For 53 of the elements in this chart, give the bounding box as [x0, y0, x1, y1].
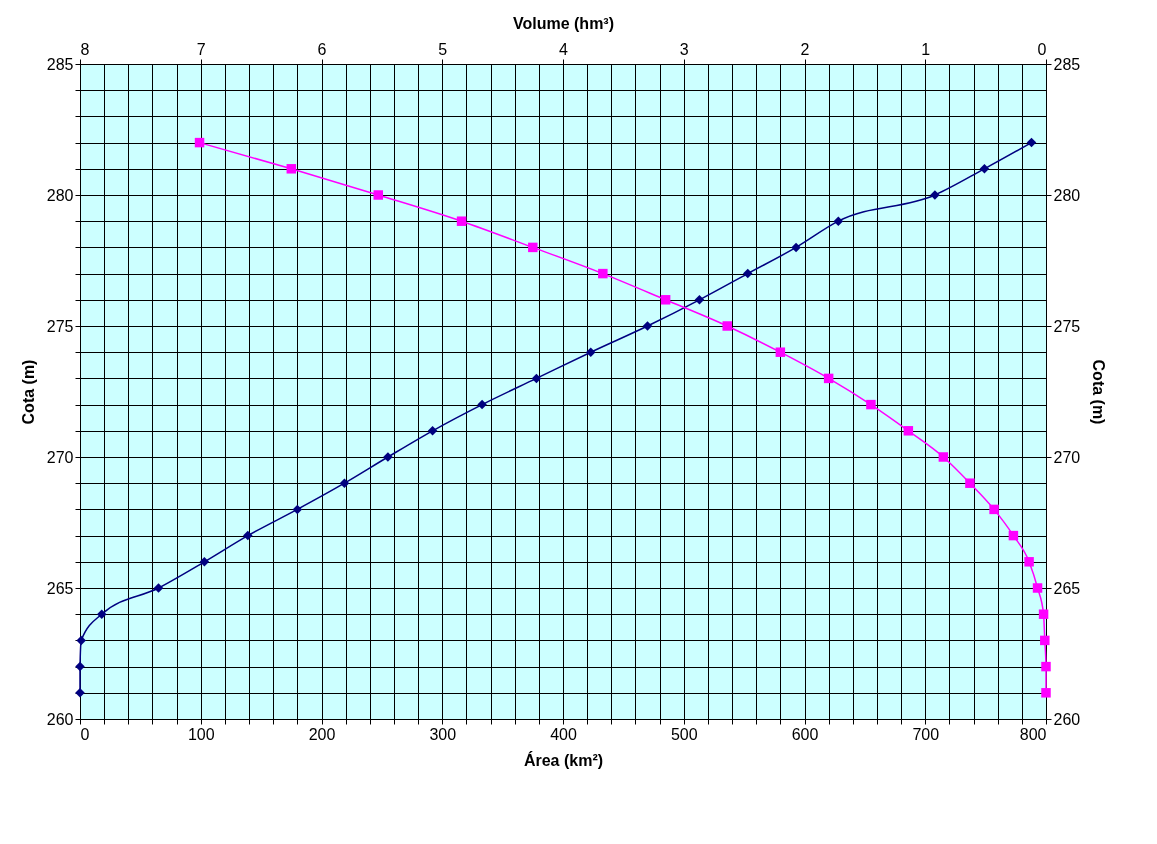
y2-tick-label: 270: [1053, 448, 1081, 466]
point: [96, 609, 107, 619]
point: [642, 321, 653, 331]
x-tick-label: 800: [1019, 725, 1047, 743]
x2-tick-label: 3: [679, 40, 689, 58]
point: [477, 399, 487, 410]
y-tick-label: 270: [46, 448, 74, 466]
point: [743, 268, 753, 279]
point: [1026, 137, 1037, 148]
point: [694, 295, 705, 305]
y2-tick-label: 280: [1053, 186, 1081, 204]
point: [339, 478, 350, 488]
x2-tick-label: 6: [317, 40, 327, 58]
x2-tick-label: 7: [196, 40, 206, 58]
x2-tick-label: 4: [559, 40, 569, 58]
x-tick-label: 300: [429, 725, 457, 743]
y2-tick-label: 265: [1053, 579, 1081, 597]
x2-tick-label: 0: [1037, 40, 1047, 58]
y-tick-label: 280: [46, 186, 74, 204]
point: [791, 242, 801, 253]
point: [979, 164, 990, 174]
point: [76, 635, 86, 646]
y2-tick-label: 260: [1053, 710, 1081, 728]
point: [75, 661, 85, 672]
point: [531, 373, 542, 384]
y-tick-label: 285: [46, 55, 74, 73]
y-tick-label: 260: [46, 710, 74, 728]
y-tick-label: 275: [46, 317, 74, 335]
x-tick-label: 200: [308, 725, 336, 743]
y2-axis-title: Cota (m): [1090, 359, 1108, 425]
y2-tick-label: 285: [1053, 55, 1081, 73]
x2-tick-label: 2: [800, 40, 810, 58]
point: [586, 347, 596, 357]
point: [153, 583, 164, 593]
x-tick-label: 0: [80, 725, 90, 743]
y-axis-title: Cota (m): [19, 359, 37, 425]
x2-tick-label: 5: [438, 40, 448, 58]
point: [199, 557, 210, 567]
x2-tick-label: 8: [80, 40, 90, 58]
x-tick-label: 100: [187, 725, 215, 743]
y-tick-label: 265: [46, 579, 74, 597]
y2-tick-label: 275: [1053, 317, 1081, 335]
point: [243, 530, 253, 541]
x-tick-label: 400: [550, 725, 577, 743]
point: [427, 426, 438, 436]
x-tick-label: 700: [912, 725, 940, 743]
point: [292, 504, 303, 515]
x-axis-title: Área (km²): [523, 750, 604, 769]
point: [833, 216, 844, 226]
x2-axis-title: Volume (hm³): [512, 14, 615, 32]
x-tick-label: 500: [670, 725, 698, 743]
x-tick-label: 600: [791, 725, 819, 743]
x2-tick-label: 1: [921, 40, 931, 58]
